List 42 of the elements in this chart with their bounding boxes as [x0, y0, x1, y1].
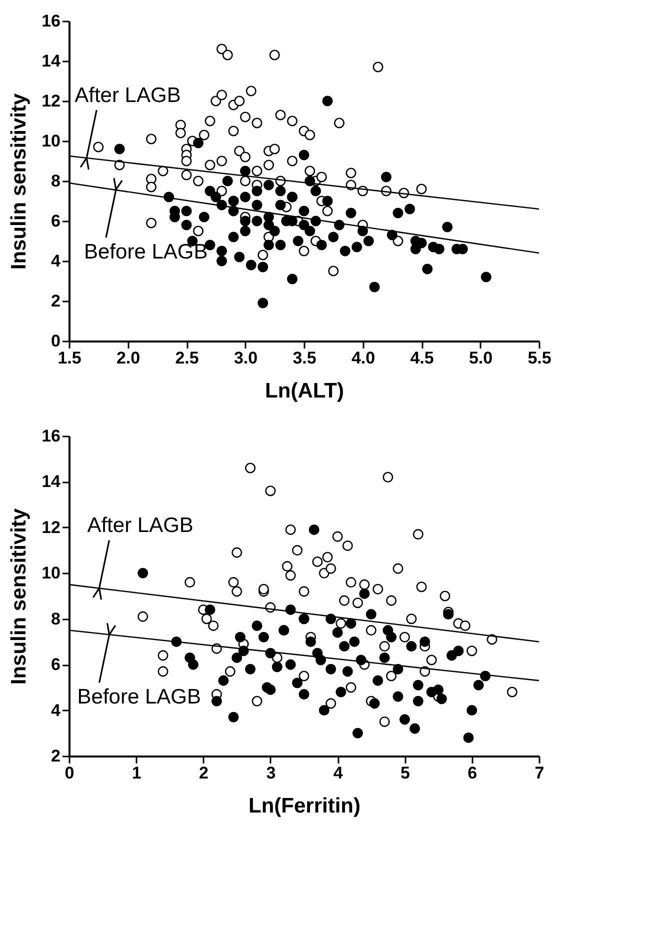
- x-tick-label: 3: [266, 764, 276, 782]
- y-tick-label: 6: [51, 655, 60, 674]
- y-tick-label: 2: [51, 292, 60, 310]
- x-tick-label: 0: [64, 764, 74, 782]
- x-tick-label: 7: [534, 764, 544, 782]
- y-tick-label: 14: [42, 52, 62, 70]
- y-tick-label: 2: [51, 746, 60, 766]
- x-tick-label: 2.5: [175, 348, 199, 368]
- annotation: Before LAGB: [77, 686, 202, 709]
- y-tick-label: 0: [51, 332, 60, 350]
- x-tick-label: 2.0: [116, 348, 140, 368]
- y-axis-title: Insulin sensitivity: [8, 508, 31, 685]
- x-tick-label: 1: [132, 764, 142, 782]
- y-tick-label: 8: [51, 609, 60, 628]
- x-tick-label: 4.0: [351, 348, 376, 368]
- x-tick-label: 4.5: [410, 348, 434, 368]
- annotation: After LAGB: [74, 84, 181, 107]
- y-tick-label: 6: [51, 212, 60, 230]
- x-tick-label: 2: [199, 764, 209, 782]
- y-tick-label: 4: [51, 252, 62, 270]
- x-axis-title: Ln(ALT): [265, 380, 344, 402]
- y-tick-label: 12: [42, 92, 60, 110]
- y-tick-label: 14: [42, 472, 62, 492]
- annotation: After LAGB: [87, 514, 194, 538]
- y-tick-label: 16: [42, 12, 60, 30]
- x-tick-label: 3.0: [234, 348, 258, 368]
- y-tick-label: 8: [51, 172, 60, 190]
- annotation: Before LAGB: [84, 240, 208, 264]
- x-tick-label: 3.5: [292, 348, 316, 368]
- y-tick-label: 4: [51, 700, 62, 720]
- y-axis-title: Insulin sensitivity: [8, 93, 31, 270]
- y-tick-label: 12: [42, 518, 60, 537]
- x-tick-label: 5.0: [468, 348, 493, 368]
- x-tick-label: 5: [400, 764, 410, 782]
- y-tick-label: 10: [42, 132, 60, 150]
- x-tick-label: 4: [333, 764, 344, 782]
- x-tick-label: 6: [468, 764, 478, 782]
- x-axis-title: Ln(Ferritin): [248, 794, 360, 818]
- y-tick-label: 16: [42, 426, 60, 446]
- x-tick-label: 5.5: [528, 348, 552, 368]
- x-tick-label: 1.5: [58, 348, 82, 368]
- y-tick-label: 10: [42, 564, 60, 583]
